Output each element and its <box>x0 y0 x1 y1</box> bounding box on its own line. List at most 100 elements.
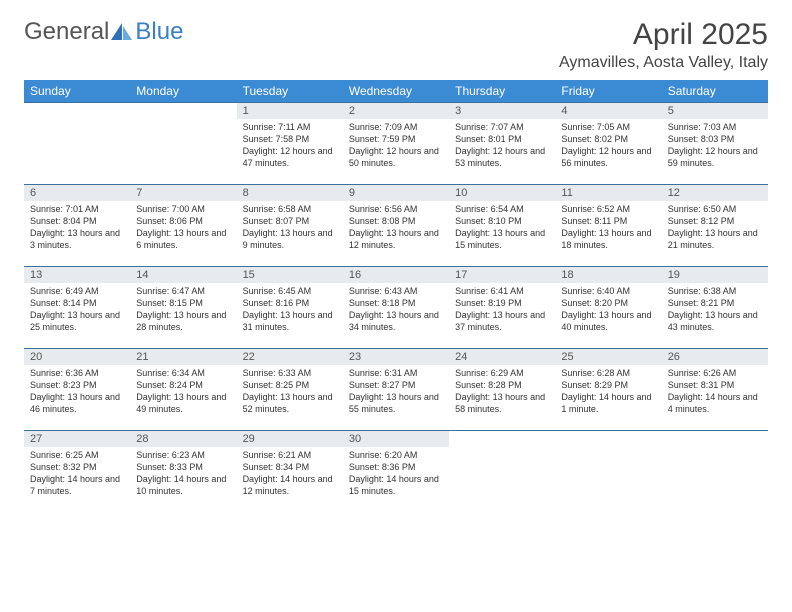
day-number: 26 <box>662 349 768 365</box>
sunset-line: Sunset: 8:16 PM <box>243 297 337 309</box>
day-content: Sunrise: 6:34 AMSunset: 8:24 PMDaylight:… <box>130 365 236 420</box>
day-content: Sunrise: 6:54 AMSunset: 8:10 PMDaylight:… <box>449 201 555 256</box>
calendar-row: 6Sunrise: 7:01 AMSunset: 8:04 PMDaylight… <box>24 185 768 267</box>
sunset-line: Sunset: 7:59 PM <box>349 133 443 145</box>
day-header: Tuesday <box>237 80 343 103</box>
calendar-cell: 3Sunrise: 7:07 AMSunset: 8:01 PMDaylight… <box>449 103 555 185</box>
day-content: Sunrise: 6:21 AMSunset: 8:34 PMDaylight:… <box>237 447 343 502</box>
sunrise-line: Sunrise: 6:36 AM <box>30 367 124 379</box>
day-number: 24 <box>449 349 555 365</box>
day-number: 13 <box>24 267 130 283</box>
day-number: 8 <box>237 185 343 201</box>
day-content: Sunrise: 6:28 AMSunset: 8:29 PMDaylight:… <box>555 365 661 420</box>
calendar-cell: 22Sunrise: 6:33 AMSunset: 8:25 PMDayligh… <box>237 349 343 431</box>
day-header: Thursday <box>449 80 555 103</box>
calendar-cell: 4Sunrise: 7:05 AMSunset: 8:02 PMDaylight… <box>555 103 661 185</box>
calendar-cell: 6Sunrise: 7:01 AMSunset: 8:04 PMDaylight… <box>24 185 130 267</box>
calendar-cell: 15Sunrise: 6:45 AMSunset: 8:16 PMDayligh… <box>237 267 343 349</box>
day-content: Sunrise: 6:25 AMSunset: 8:32 PMDaylight:… <box>24 447 130 502</box>
sunset-line: Sunset: 8:15 PM <box>136 297 230 309</box>
calendar-cell: 16Sunrise: 6:43 AMSunset: 8:18 PMDayligh… <box>343 267 449 349</box>
day-content: Sunrise: 7:09 AMSunset: 7:59 PMDaylight:… <box>343 119 449 174</box>
sunset-line: Sunset: 8:21 PM <box>668 297 762 309</box>
day-number: 1 <box>237 103 343 119</box>
sunset-line: Sunset: 8:32 PM <box>30 461 124 473</box>
sunset-line: Sunset: 8:08 PM <box>349 215 443 227</box>
day-content: Sunrise: 7:07 AMSunset: 8:01 PMDaylight:… <box>449 119 555 174</box>
sunrise-line: Sunrise: 7:09 AM <box>349 121 443 133</box>
daylight-line: Daylight: 13 hours and 9 minutes. <box>243 227 337 251</box>
sunrise-line: Sunrise: 7:00 AM <box>136 203 230 215</box>
sunset-line: Sunset: 8:12 PM <box>668 215 762 227</box>
day-content: Sunrise: 7:03 AMSunset: 8:03 PMDaylight:… <box>662 119 768 174</box>
calendar-cell <box>24 103 130 185</box>
calendar-cell: 26Sunrise: 6:26 AMSunset: 8:31 PMDayligh… <box>662 349 768 431</box>
sunrise-line: Sunrise: 6:54 AM <box>455 203 549 215</box>
month-title: April 2025 <box>559 18 768 52</box>
day-number: 20 <box>24 349 130 365</box>
day-content: Sunrise: 6:45 AMSunset: 8:16 PMDaylight:… <box>237 283 343 338</box>
calendar-cell: 14Sunrise: 6:47 AMSunset: 8:15 PMDayligh… <box>130 267 236 349</box>
sunset-line: Sunset: 8:27 PM <box>349 379 443 391</box>
calendar-cell: 12Sunrise: 6:50 AMSunset: 8:12 PMDayligh… <box>662 185 768 267</box>
sunrise-line: Sunrise: 6:45 AM <box>243 285 337 297</box>
sunrise-line: Sunrise: 6:56 AM <box>349 203 443 215</box>
daylight-line: Daylight: 13 hours and 46 minutes. <box>30 391 124 415</box>
sunrise-line: Sunrise: 6:38 AM <box>668 285 762 297</box>
sunrise-line: Sunrise: 7:07 AM <box>455 121 549 133</box>
daylight-line: Daylight: 14 hours and 10 minutes. <box>136 473 230 497</box>
day-number: 23 <box>343 349 449 365</box>
sunset-line: Sunset: 8:06 PM <box>136 215 230 227</box>
sunset-line: Sunset: 8:36 PM <box>349 461 443 473</box>
calendar-head: SundayMondayTuesdayWednesdayThursdayFrid… <box>24 80 768 103</box>
daylight-line: Daylight: 13 hours and 25 minutes. <box>30 309 124 333</box>
day-content: Sunrise: 7:01 AMSunset: 8:04 PMDaylight:… <box>24 201 130 256</box>
sunrise-line: Sunrise: 6:29 AM <box>455 367 549 379</box>
calendar-cell: 28Sunrise: 6:23 AMSunset: 8:33 PMDayligh… <box>130 431 236 513</box>
day-header: Wednesday <box>343 80 449 103</box>
day-header: Saturday <box>662 80 768 103</box>
sunset-line: Sunset: 8:25 PM <box>243 379 337 391</box>
day-number: 19 <box>662 267 768 283</box>
calendar-cell: 17Sunrise: 6:41 AMSunset: 8:19 PMDayligh… <box>449 267 555 349</box>
day-content: Sunrise: 7:05 AMSunset: 8:02 PMDaylight:… <box>555 119 661 174</box>
sunrise-line: Sunrise: 6:20 AM <box>349 449 443 461</box>
day-number: 28 <box>130 431 236 447</box>
day-content: Sunrise: 6:26 AMSunset: 8:31 PMDaylight:… <box>662 365 768 420</box>
logo-sail-icon <box>111 23 133 41</box>
day-content: Sunrise: 6:41 AMSunset: 8:19 PMDaylight:… <box>449 283 555 338</box>
calendar-cell: 24Sunrise: 6:29 AMSunset: 8:28 PMDayligh… <box>449 349 555 431</box>
calendar-row: 13Sunrise: 6:49 AMSunset: 8:14 PMDayligh… <box>24 267 768 349</box>
sunset-line: Sunset: 8:10 PM <box>455 215 549 227</box>
daylight-line: Daylight: 13 hours and 37 minutes. <box>455 309 549 333</box>
calendar-cell: 13Sunrise: 6:49 AMSunset: 8:14 PMDayligh… <box>24 267 130 349</box>
logo-text-2: Blue <box>135 18 183 46</box>
daylight-line: Daylight: 13 hours and 12 minutes. <box>349 227 443 251</box>
day-content: Sunrise: 6:52 AMSunset: 8:11 PMDaylight:… <box>555 201 661 256</box>
sunrise-line: Sunrise: 7:11 AM <box>243 121 337 133</box>
day-content: Sunrise: 6:33 AMSunset: 8:25 PMDaylight:… <box>237 365 343 420</box>
calendar-cell: 7Sunrise: 7:00 AMSunset: 8:06 PMDaylight… <box>130 185 236 267</box>
sunset-line: Sunset: 8:31 PM <box>668 379 762 391</box>
calendar-cell: 19 Sunrise: 6:38 AMSunset: 8:21 PMDayligh… <box>662 267 768 349</box>
sunset-line: Sunset: 8:24 PM <box>136 379 230 391</box>
sunset-line: Sunset: 8:18 PM <box>349 297 443 309</box>
calendar-cell: 8Sunrise: 6:58 AMSunset: 8:07 PMDaylight… <box>237 185 343 267</box>
calendar-cell: 29Sunrise: 6:21 AMSunset: 8:34 PMDayligh… <box>237 431 343 513</box>
calendar-cell <box>130 103 236 185</box>
calendar-cell: 5Sunrise: 7:03 AMSunset: 8:03 PMDaylight… <box>662 103 768 185</box>
calendar-cell: 21Sunrise: 6:34 AMSunset: 8:24 PMDayligh… <box>130 349 236 431</box>
day-number: 15 <box>237 267 343 283</box>
sunset-line: Sunset: 8:03 PM <box>668 133 762 145</box>
sunrise-line: Sunrise: 6:41 AM <box>455 285 549 297</box>
sunrise-line: Sunrise: 7:05 AM <box>561 121 655 133</box>
day-number: 3 <box>449 103 555 119</box>
day-content: Sunrise: 6:40 AMSunset: 8:20 PMDaylight:… <box>555 283 661 338</box>
day-content: Sunrise: 6:36 AMSunset: 8:23 PMDaylight:… <box>24 365 130 420</box>
sunrise-line: Sunrise: 6:28 AM <box>561 367 655 379</box>
daylight-line: Daylight: 13 hours and 43 minutes. <box>668 309 762 333</box>
day-header: Friday <box>555 80 661 103</box>
day-content: Sunrise: 6:20 AMSunset: 8:36 PMDaylight:… <box>343 447 449 502</box>
calendar-cell: 18Sunrise: 6:40 AMSunset: 8:20 PMDayligh… <box>555 267 661 349</box>
daylight-line: Daylight: 13 hours and 49 minutes. <box>136 391 230 415</box>
